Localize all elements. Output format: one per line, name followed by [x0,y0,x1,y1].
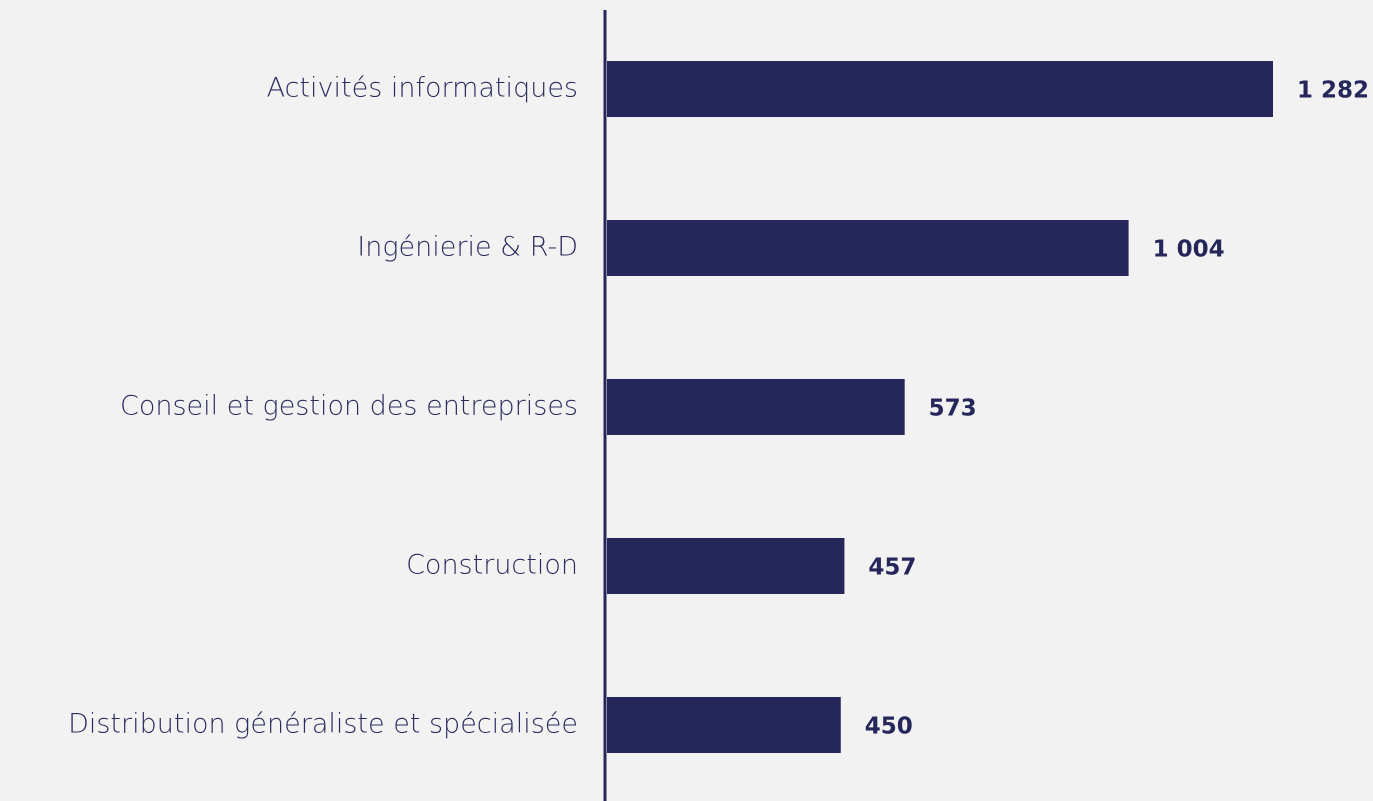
category-label: Distribution généraliste et spécialisée [68,709,578,740]
value-label: 457 [868,555,916,581]
value-label: 573 [929,396,977,422]
bar [607,538,845,594]
category-label: Ingénierie & R-D [357,232,578,263]
category-label: Conseil et gestion des entreprises [120,391,578,422]
bar [607,379,905,435]
bar [607,220,1129,276]
value-label: 450 [865,714,913,740]
bar [607,61,1273,117]
value-label: 1 282 [1297,78,1369,104]
value-label: 1 004 [1153,237,1225,263]
category-label: Activités informatiques [267,73,578,104]
category-label: Construction [406,550,578,581]
bar [607,697,841,753]
